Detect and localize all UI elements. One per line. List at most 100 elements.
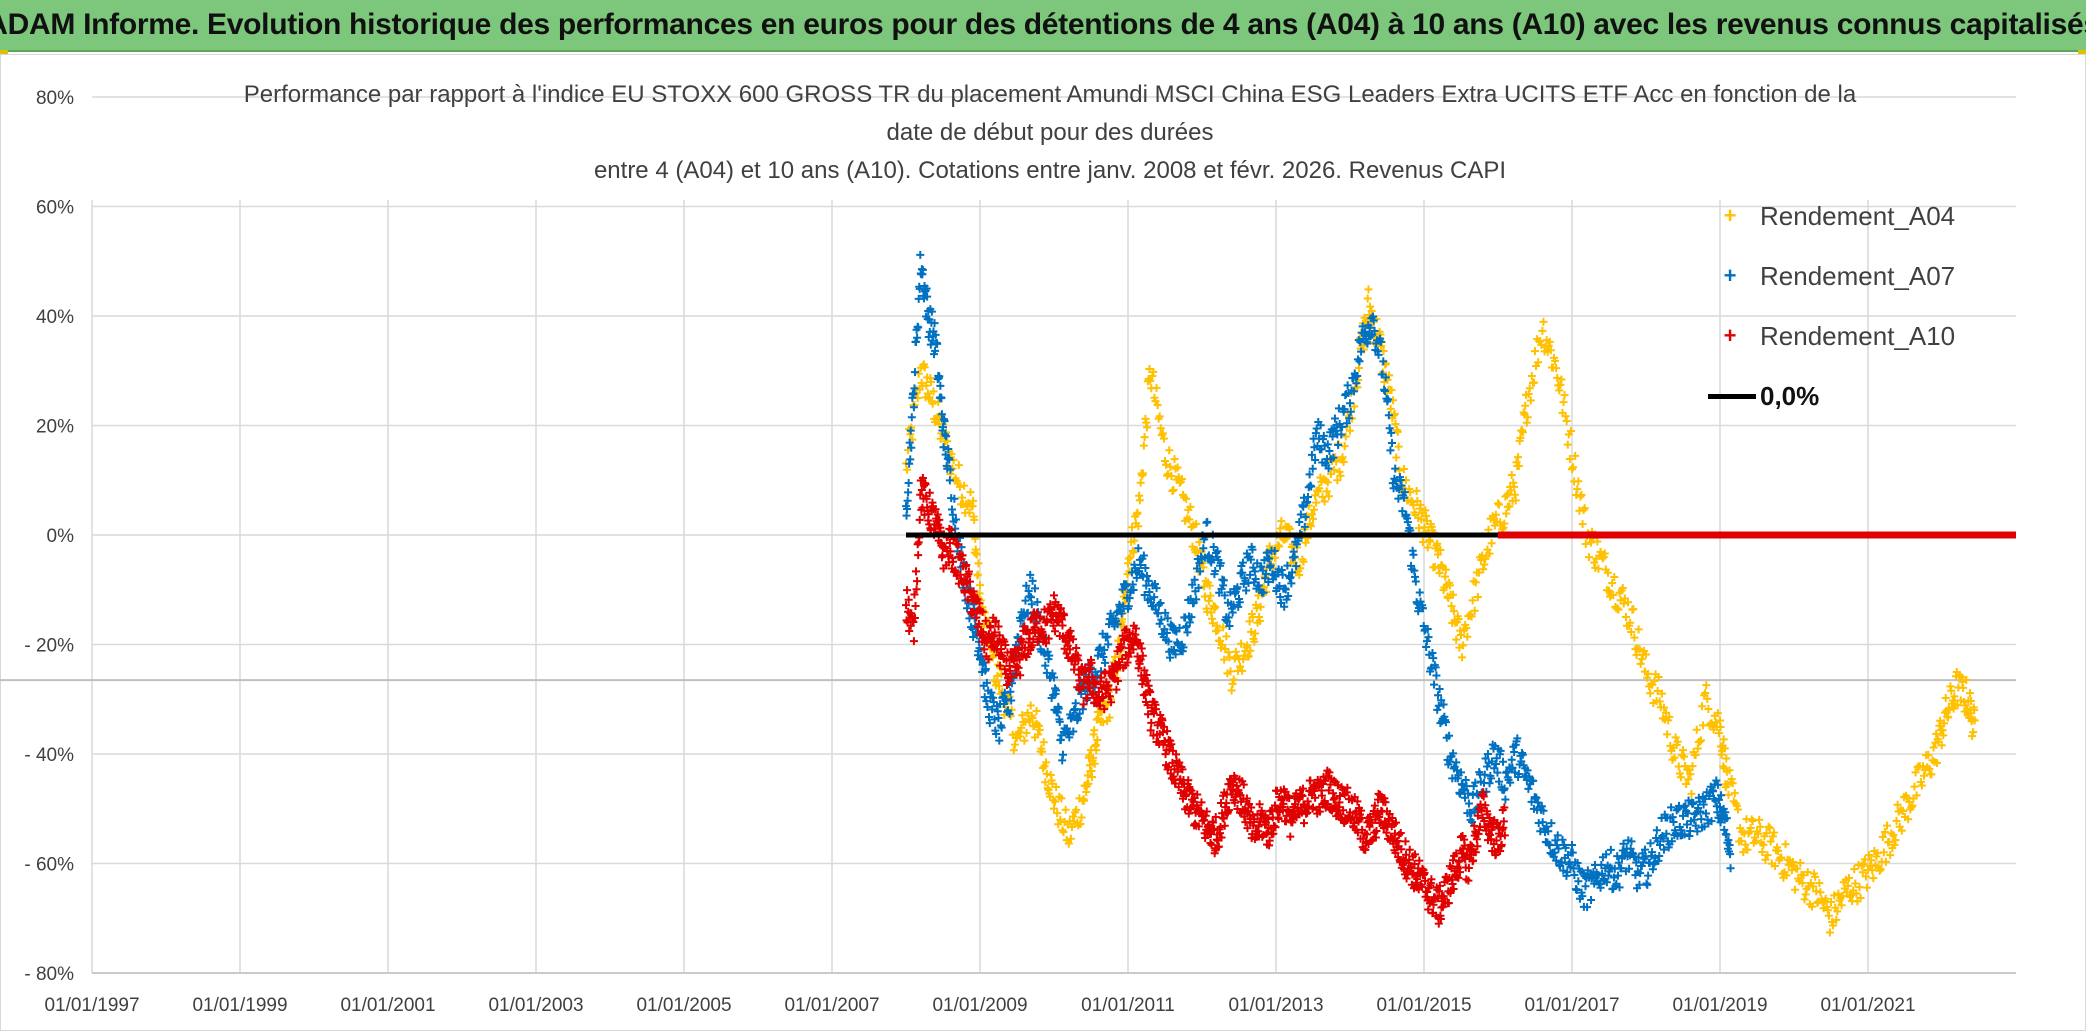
data-point [1372,826,1381,835]
data-point [1090,759,1099,768]
data-point [1578,892,1587,901]
data-point [1057,794,1066,803]
data-point [1290,552,1299,561]
data-point [1452,758,1461,767]
data-point [1034,730,1043,739]
data-point [1959,683,1968,692]
data-point [1384,395,1393,404]
data-point [975,589,984,598]
data-point [1236,662,1245,671]
data-point [990,715,999,724]
data-point [1349,387,1358,396]
data-point [1968,732,1977,741]
data-point [1726,864,1735,873]
data-point [1711,718,1720,727]
data-point [1435,685,1444,694]
data-point [1085,684,1094,693]
data-point [1499,523,1508,532]
data-point [1433,705,1442,714]
data-point [1346,426,1354,435]
data-point [1434,701,1443,710]
data-point [1342,419,1351,428]
data-point [1755,815,1764,824]
data-point [1574,877,1583,886]
data-point [1417,882,1426,891]
data-point [1885,838,1894,847]
data-point [1533,798,1542,807]
data-point [1524,390,1533,399]
data-point [1603,568,1612,577]
data-point [1598,869,1607,878]
data-point [1192,595,1201,604]
data-point [1459,641,1468,650]
banner-corner-right [2078,50,2086,54]
data-point [938,551,947,560]
data-point [1220,821,1229,830]
data-point [1300,522,1309,531]
data-point [1374,350,1383,359]
data-point [1052,686,1061,695]
data-point [1146,726,1155,735]
data-point [1886,851,1895,860]
data-point [985,719,994,728]
data-point [1920,771,1929,780]
data-point [994,622,1003,631]
data-point [1100,705,1109,714]
data-point [1574,477,1583,486]
data-point [1103,632,1112,641]
data-point [1656,840,1665,849]
data-point [1162,460,1171,469]
data-point [1218,640,1227,649]
data-point [913,333,922,342]
data-point [1496,846,1505,855]
data-point [1022,581,1031,590]
data-point [1101,658,1110,667]
data-point [1016,732,1025,741]
data-point [1823,906,1832,915]
data-point [1129,585,1138,594]
data-point [1596,883,1605,892]
data-point [909,637,918,646]
data-point [1401,837,1410,846]
data-point [933,339,942,348]
data-point [1006,666,1015,675]
data-point [1255,617,1264,626]
data-point [1324,464,1333,473]
data-point [1765,823,1774,832]
data-point [1000,699,1009,708]
data-point [910,614,919,623]
data-point [1184,776,1193,785]
y-tick-label: 40% [36,307,74,328]
data-point [1861,872,1870,881]
data-point [1717,791,1726,800]
data-point [909,389,918,398]
data-point [1751,836,1760,845]
data-point [1357,806,1366,815]
data-point [1506,778,1515,787]
data-point [1698,702,1707,711]
data-point [1777,853,1786,862]
data-point [1336,471,1345,480]
data-point [1608,578,1617,587]
data-point [1890,840,1899,849]
data-point [1558,835,1567,844]
data-point [1950,692,1959,701]
data-point [1296,510,1305,519]
data-point [957,555,966,564]
data-point [1123,658,1132,667]
data-point [1679,811,1687,820]
data-point [1637,861,1646,870]
data-point [1472,835,1481,844]
data-point [1469,856,1478,865]
data-point [1054,704,1063,713]
data-point [1195,559,1204,568]
data-point [1231,774,1240,783]
data-point [1594,871,1603,880]
data-point [1053,809,1062,818]
data-point [1265,836,1274,845]
data-point [1683,809,1692,818]
data-point [1246,555,1255,564]
data-point [1138,680,1147,689]
data-point [1325,446,1334,455]
